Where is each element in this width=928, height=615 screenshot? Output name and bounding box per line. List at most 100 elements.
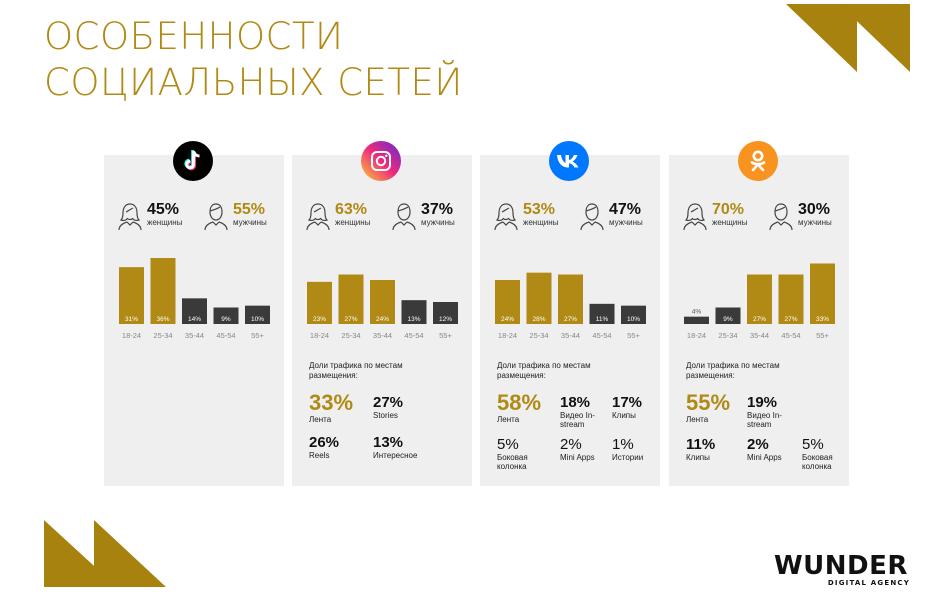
wunder-logo-subtitle: DIGITAL AGENCY [827, 579, 910, 587]
age-group-label: 25-34 [341, 331, 360, 340]
instagram-logo-icon [361, 141, 401, 181]
age-group-label: 55+ [251, 331, 264, 340]
age-bar-35-44 [747, 274, 772, 324]
age-group-label: 55+ [816, 331, 829, 340]
traffic-label: Боковая колонка [497, 453, 528, 471]
wunder-logo: WUNDER DIGITAL AGENCY [774, 553, 912, 587]
male-label: мужчины [233, 218, 267, 227]
age-group-label: 35-44 [185, 331, 204, 340]
male-label: мужчины [609, 218, 643, 227]
traffic-value: 26% [309, 434, 340, 451]
age-bar-value-label: 11% [596, 316, 609, 323]
male-stat: 55% мужчины [202, 201, 267, 231]
traffic-item-stories: 27% Stories [373, 394, 404, 421]
age-bar-chart: 24% 18-24 28% 25-34 27% 35-44 11% 45-54 10% 55+ [495, 272, 646, 340]
traffic-value: 5% [802, 436, 824, 453]
traffic-label: Боковая колонка [802, 453, 833, 471]
female-avatar-icon [118, 203, 142, 231]
top-right-triangles-icon [786, 4, 910, 72]
female-avatar-icon [494, 203, 518, 231]
male-percentage: 55% [233, 201, 266, 218]
male-percentage: 37% [421, 201, 454, 218]
traffic-value: 19% [747, 394, 778, 411]
traffic-item-miniapps: 2% Mini Apps [560, 437, 595, 463]
tiktok-logo-icon [173, 141, 213, 181]
tiktok-card: 45% женщины 55% мужчины 31% 18-24 36% 25-34… [104, 141, 284, 486]
female-percentage: 45% [147, 201, 180, 218]
age-bar-value-label: 27% [753, 316, 766, 323]
age-bar-55+ [621, 305, 646, 324]
age-bar-18-24 [307, 281, 332, 324]
traffic-label: Лента [497, 415, 520, 424]
slide-title-line-2: СОЦИАЛЬНЫХ СЕТЕЙ [44, 61, 463, 104]
age-bar-25-34 [338, 274, 364, 324]
traffic-item-explore: 13% Интересное [373, 434, 417, 461]
traffic-item-reels: 26% Reels [309, 434, 340, 461]
female-percentage: 63% [335, 201, 368, 218]
age-bar-value-label: 14% [188, 316, 201, 323]
age-group-label: 45-54 [216, 331, 235, 340]
age-group-label: 35-44 [373, 331, 392, 340]
age-bar-value-label: 31% [125, 316, 138, 323]
age-bar-35-44 [370, 280, 395, 324]
age-bar-value-label: 36% [156, 316, 169, 323]
traffic-label: Клипы [686, 453, 710, 462]
traffic-value: 55% [686, 390, 731, 415]
age-group-label: 18-24 [498, 331, 517, 340]
age-bar-value-label: 27% [784, 316, 797, 323]
traffic-heading: Доли трафика по местам размещения: [309, 361, 403, 380]
age-bar-value-label: 10% [251, 316, 264, 323]
age-group-label: 45-54 [781, 331, 800, 340]
age-bar-value-label: 12% [439, 316, 452, 323]
age-group-label: 45-54 [404, 331, 423, 340]
traffic-label: Лента [686, 415, 709, 424]
age-group-label: 35-44 [750, 331, 769, 340]
age-bar-value-label: 4% [692, 309, 702, 316]
traffic-value: 27% [373, 394, 404, 411]
age-bar-chart: 31% 18-24 36% 25-34 14% 35-44 9% 45-54 10% 55+ [119, 258, 270, 340]
male-label: мужчины [798, 218, 832, 227]
traffic-item-feed: 58% Лента [497, 391, 541, 425]
age-bar-value-label: 27% [564, 316, 577, 323]
age-bar-45-54 [589, 303, 615, 324]
female-label: женщины [335, 218, 371, 227]
age-bar-value-label: 33% [816, 316, 829, 323]
male-avatar-icon [392, 203, 416, 231]
vk-card: 53% женщины 47% мужчины 24% 18-24 28% 25-34… [480, 141, 660, 486]
traffic-label: Клипы [612, 411, 636, 420]
male-stat: 37% мужчины [390, 201, 455, 231]
traffic-item-feed: 55% Лента [686, 390, 731, 425]
age-group-label: 55+ [439, 331, 452, 340]
traffic-label: Stories [373, 411, 398, 420]
age-bar-55+ [433, 302, 458, 324]
female-label: женщины [147, 218, 183, 227]
traffic-item-clips: 17% Клипы [612, 394, 643, 421]
age-bar-value-label: 9% [723, 316, 733, 323]
age-bar-value-label: 24% [376, 316, 389, 323]
age-bar-18-24 [119, 267, 144, 324]
traffic-label: Истории [612, 453, 644, 462]
age-group-label: 35-44 [561, 331, 580, 340]
female-stat: 53% женщины [492, 201, 558, 231]
age-group-label: 55+ [627, 331, 640, 340]
wunder-logo-name: WUNDER [774, 551, 908, 581]
male-avatar-icon [580, 203, 604, 231]
female-stat: 45% женщины [116, 201, 182, 231]
age-bar-35-44 [558, 274, 583, 324]
age-bar-chart: 4% 18-24 9% 25-34 27% 35-44 27% 45-54 33% 55+ [684, 263, 835, 340]
traffic-item-feed: 33% Лента [309, 390, 354, 425]
male-stat: 30% мужчины [767, 201, 832, 231]
odnoklassniki-card: 70% женщины 30% мужчины 4% 18-24 9% 25-34 27… [669, 141, 849, 486]
age-bar-value-label: 9% [221, 316, 231, 323]
age-bar-value-label: 28% [532, 316, 545, 323]
age-group-label: 25-34 [153, 331, 172, 340]
age-bar-value-label: 10% [627, 316, 640, 323]
traffic-item-sidebar: 5% Боковая колонка [802, 436, 846, 472]
traffic-item-miniapps: 2% Mini Apps [747, 437, 782, 463]
female-percentage: 70% [712, 201, 745, 218]
female-avatar-icon [683, 203, 707, 231]
traffic-value: 17% [612, 394, 643, 411]
age-bar-value-label: 13% [407, 316, 420, 323]
traffic-value: 33% [309, 390, 354, 415]
traffic-value: 13% [373, 434, 404, 451]
